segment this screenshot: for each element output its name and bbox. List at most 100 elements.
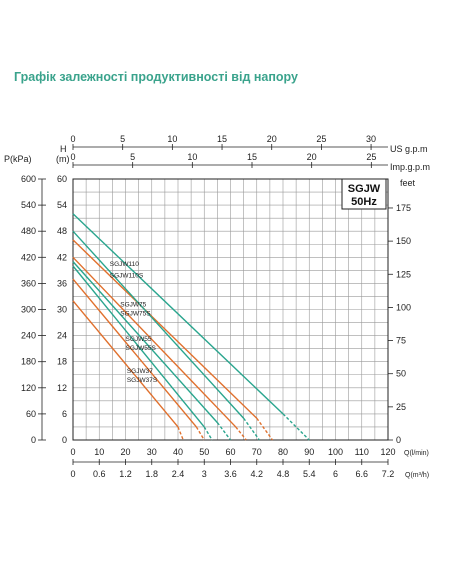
pressure-tick-label: 600 — [21, 174, 36, 184]
curve-sgjw55s — [72, 278, 197, 428]
head-tick-label: 48 — [57, 226, 67, 236]
m3h-tick-label: 5.4 — [303, 469, 316, 479]
imp-gpm-tick-label: 25 — [366, 152, 376, 162]
head-tick-label: 36 — [57, 278, 67, 288]
head-tick-label: 42 — [57, 252, 67, 262]
series-label: SGJW37 — [127, 368, 153, 375]
series-labels: SGJW110 SGJW110S SGJW75 SGJW75S SGJW55 SGJW55… — [110, 261, 158, 384]
curve-tail-sgjw110s — [256, 417, 274, 441]
curve-tail-sgjw55s — [195, 426, 205, 441]
pressure-tick-label: 240 — [21, 331, 36, 341]
m3h-tick-label: 6.6 — [355, 469, 368, 479]
lmin-tick-label: 0 — [70, 447, 75, 457]
head-tick-label: 54 — [57, 200, 67, 210]
pressure-tick-label: 60 — [26, 409, 36, 419]
us-gpm-tick-label: 30 — [366, 134, 376, 144]
curve-tail-sgjw37 — [203, 426, 213, 441]
lmin-tick-label: 110 — [355, 447, 369, 457]
series-label: SGJW110 — [110, 261, 140, 268]
lmin-tick-label: 70 — [252, 447, 262, 457]
lmin-tick-label: 90 — [304, 447, 314, 457]
curve-sgjw110 — [72, 213, 284, 415]
m3h-tick-label: 0 — [70, 469, 75, 479]
imp-gpm-tick-label: 10 — [187, 152, 197, 162]
us-gpm-tick-label: 5 — [120, 134, 125, 144]
imp-gpm-tick-label: 0 — [70, 152, 75, 162]
m3h-tick-label: 1.2 — [119, 469, 132, 479]
feet-axis-label: feet — [400, 178, 416, 188]
pressure-axis-label: P(kPa) — [4, 154, 32, 164]
head-axis-label-h: H — [60, 144, 67, 154]
chart-title: Графік залежності продуктивності від нап… — [14, 70, 298, 84]
lmin-tick-label: 20 — [120, 447, 130, 457]
lmin-tick-label: 40 — [173, 447, 183, 457]
m3h-tick-label: 4.8 — [277, 469, 290, 479]
lmin-axis-label: Q(l/min) — [404, 450, 429, 457]
m3h-tick-label: 2.4 — [172, 469, 185, 479]
imp-gpm-tick-label: 5 — [130, 152, 135, 162]
m3h-axis-label: Q(m³/h) — [405, 472, 429, 479]
m3h-tick-label: 4.2 — [250, 469, 263, 479]
imp-gpm-tick-label: 15 — [247, 152, 257, 162]
series-label: SGJW75S — [120, 311, 151, 318]
curve-tail-sgjw75 — [243, 417, 260, 441]
series-label: SGJW75 — [120, 301, 146, 308]
feet-tick-label: 100 — [396, 302, 411, 312]
feet-tick-label: 50 — [396, 369, 406, 379]
head-tick-label: 12 — [57, 383, 67, 393]
feet-tick-label: 150 — [396, 236, 411, 246]
pressure-tick-label: 540 — [21, 200, 36, 210]
head-tick-label: 18 — [57, 357, 67, 367]
curve-sgjw75s — [72, 256, 237, 428]
curve-sgjw55 — [72, 261, 218, 424]
head-tick-label: 0 — [62, 435, 67, 445]
us-gpm-tick-label: 25 — [316, 134, 326, 144]
pressure-tick-label: 300 — [21, 305, 36, 315]
curve-sgjw75 — [72, 230, 245, 419]
us-gpm-axis-label: US g.p.m — [390, 144, 428, 154]
curve-sgjw37 — [72, 265, 205, 428]
feet-tick-label: 125 — [396, 269, 411, 279]
lmin-tick-label: 30 — [147, 447, 157, 457]
pressure-tick-label: 360 — [21, 278, 36, 288]
m3h-tick-label: 0.6 — [93, 469, 106, 479]
lmin-tick-label: 120 — [380, 447, 395, 457]
imp-gpm-tick-label: 20 — [307, 152, 317, 162]
head-tick-label: 60 — [57, 174, 67, 184]
curve-tail-sgjw110 — [282, 413, 310, 441]
plot-grid — [72, 178, 389, 441]
us-gpm-tick-label: 15 — [217, 134, 227, 144]
series-label: SGJW55 — [126, 336, 152, 343]
head-tick-label: 30 — [57, 305, 67, 315]
pressure-tick-label: 120 — [21, 383, 36, 393]
curve-sgjw37s — [72, 300, 179, 428]
lmin-tick-label: 50 — [199, 447, 209, 457]
plot-axes — [38, 144, 393, 465]
lmin-tick-label: 80 — [278, 447, 288, 457]
pressure-tick-label: 480 — [21, 226, 36, 236]
lmin-tick-label: 10 — [94, 447, 104, 457]
model-box-line2: 50Hz — [351, 196, 377, 208]
pressure-tick-label: 420 — [21, 252, 36, 262]
series-label: SGJW37S — [127, 377, 158, 384]
series-label: SGJW55S — [126, 345, 157, 352]
series-label: SGJW110S — [110, 273, 144, 280]
model-box-line1: SGJW — [348, 183, 381, 195]
imp-gpm-axis-label: Imp.g.p.m — [390, 162, 430, 172]
performance-curves — [72, 213, 310, 441]
head-tick-label: 6 — [62, 409, 67, 419]
tick-labels: 0601201802403003604204805406000612182430… — [21, 134, 411, 479]
m3h-tick-label: 3 — [202, 469, 207, 479]
us-gpm-tick-label: 20 — [267, 134, 277, 144]
feet-tick-label: 75 — [396, 336, 406, 346]
head-axis-label-m: (m) — [56, 154, 70, 164]
us-gpm-tick-label: 10 — [167, 134, 177, 144]
m3h-tick-label: 3.6 — [224, 469, 237, 479]
us-gpm-tick-label: 0 — [70, 134, 75, 144]
m3h-tick-label: 7.2 — [382, 469, 395, 479]
curve-tail-sgjw37s — [177, 426, 184, 441]
curve-tail-sgjw75s — [235, 426, 247, 441]
m3h-tick-label: 1.8 — [145, 469, 158, 479]
feet-tick-label: 25 — [396, 402, 406, 412]
